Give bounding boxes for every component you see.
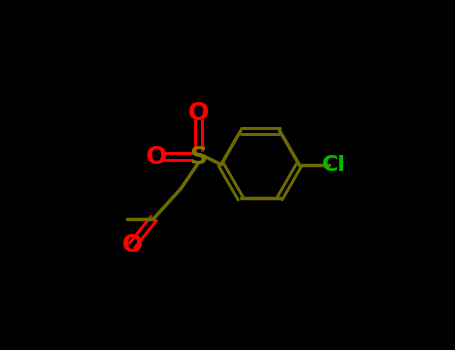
Text: Cl: Cl bbox=[322, 155, 346, 175]
Text: S: S bbox=[189, 145, 207, 169]
Text: O: O bbox=[146, 145, 167, 169]
Text: O: O bbox=[187, 102, 209, 125]
Text: O: O bbox=[121, 233, 143, 258]
